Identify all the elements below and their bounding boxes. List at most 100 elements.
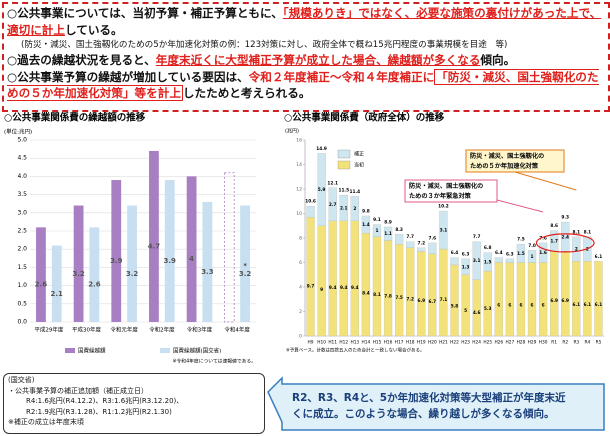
segment-label: 8.1 [373, 292, 381, 298]
bar-segment [361, 232, 371, 337]
bar-segment [461, 274, 470, 337]
total-label: 6.4 [451, 250, 459, 256]
y-tick-label: 0 [299, 334, 302, 340]
x-tick-label: H21 [439, 340, 448, 346]
bar-segment [383, 226, 393, 241]
total-label: 7.5 [517, 237, 525, 243]
total-label: 11.5 [338, 188, 349, 194]
highlight: 「規模ありき」ではなく、必要な施策の裏付けがあった上で、適切に計上 [7, 6, 602, 37]
bar-segment [372, 236, 382, 337]
bar-segment [527, 250, 537, 263]
bar-segment [505, 258, 515, 263]
x-tick-label: H25 [483, 340, 492, 346]
segment-label: 5.9 [318, 187, 326, 193]
bar-segment [538, 262, 548, 337]
annotation: 防災・減災、国土強靱化の [470, 152, 544, 160]
mark-annotation: * [243, 262, 247, 270]
segment-label: 6 [519, 303, 522, 309]
note: (防災・減災、国土強靱化のための5か年加速化対策の例：123対策に対し、政府全体… [21, 40, 508, 50]
bar-segment [483, 252, 492, 272]
bar-segment [572, 236, 581, 262]
annotation: 防災・減災、国土強靱化の [409, 182, 483, 190]
segment-label: 6.9 [550, 298, 558, 304]
bar-segment [394, 234, 404, 245]
segment-label: 1.7 [550, 239, 558, 245]
legend-swatch [337, 160, 351, 170]
value-label: 3.2 [239, 270, 252, 278]
total-label: 6.4 [495, 250, 503, 256]
box-line: R4:1.6兆円(R4.12.2)、R3:1.6兆円(R3.12.20)、 [26, 397, 184, 405]
segment-label: 2.1 [340, 205, 348, 211]
highlight-ring [535, 233, 595, 253]
x-tick-label: H12 [339, 340, 348, 346]
segment-label: 1.1 [384, 231, 392, 237]
x-tick-label: R5 [596, 340, 602, 346]
segment-label: 7.1 [440, 297, 448, 303]
legend-swatch [65, 348, 75, 353]
x-tick-label: H11 [328, 340, 337, 346]
y-tick-label: 4.0 [17, 173, 27, 180]
total-label: 7.2 [417, 240, 425, 246]
callout-text: R2、R3、R4と、5か年加速化対策等大型補正が年度末近 [292, 391, 566, 404]
total-label: 8.3 [395, 227, 403, 233]
bar-segment [372, 224, 382, 237]
segment-label: 6.9 [561, 298, 569, 304]
chart-title: ○公共事業関係費の繰越額の推移 [4, 112, 146, 124]
x-tick-label: H9 [308, 340, 314, 346]
bullet: ○公共事業については、当初予算・補正予算ともに、「規模ありき」ではなく、必要な施… [7, 5, 605, 38]
segment-label: 5.8 [451, 304, 459, 310]
bar-segment [550, 251, 559, 337]
bar-segment [317, 225, 326, 337]
bar [51, 245, 62, 322]
segment-label: 6.9 [417, 298, 425, 304]
segment-label: 6.1 [584, 302, 592, 308]
value-label: 3.3 [201, 268, 214, 276]
x-tick-label: H23 [461, 340, 470, 346]
chart-note: ※令和4年度については速報値である。 [172, 358, 256, 365]
y-tick-label: 4 [299, 285, 302, 291]
total-label: 9.3 [561, 215, 569, 221]
segment-label: 6 [508, 303, 511, 309]
segment-label: 2 [353, 206, 356, 212]
total-label: 7.6 [429, 235, 437, 241]
bar-segment [350, 220, 359, 337]
total-label: 7.6 [539, 235, 547, 241]
segment-label: 2 [575, 247, 578, 253]
total-label: 7.0 [528, 243, 536, 249]
y-tick-label: 1.0 [17, 282, 27, 289]
x-tick-label: R4 [585, 340, 591, 346]
x-tick-label: R2 [562, 340, 568, 346]
bar [202, 201, 213, 322]
bar-segment [317, 153, 326, 226]
value-label: 3.9 [110, 257, 123, 265]
bar-segment [472, 279, 481, 337]
x-tick-label: R1 [551, 340, 557, 346]
y-tick-label: 1.5 [17, 264, 27, 271]
x-tick-label: 令和元年度 [110, 326, 138, 334]
annotation: ための５か年加速化対策 [470, 162, 539, 170]
bar-segment [306, 217, 315, 337]
bar-segment [417, 251, 426, 337]
total-label: 8.9 [384, 219, 392, 225]
x-tick-label: H10 [317, 340, 326, 346]
legend-label: 当初 [354, 162, 364, 169]
text: ○過去の繰越状況を見ると、 [7, 53, 156, 67]
bar-segment [328, 187, 337, 221]
bar-segment [527, 262, 537, 337]
x-tick-label: H28 [517, 340, 526, 346]
value-label: 2.1 [51, 290, 64, 298]
y-tick-label: 14 [296, 162, 302, 168]
annotation-box [404, 179, 498, 203]
total-label: 6.1 [595, 254, 603, 260]
bar-segment [516, 243, 526, 263]
text: ○公共事業については、当初予算・補正予算ともに、 [7, 6, 283, 20]
total-label: 9.8 [362, 208, 370, 214]
segment-label: 7.8 [384, 293, 392, 299]
y-tick-label: 2 [299, 309, 302, 315]
text: 傾向。 [480, 53, 516, 67]
bar-segment [328, 220, 337, 337]
y-tick-label: 3.5 [17, 191, 27, 198]
box-item: ・公共事業予算の補正追加額（補正成立日） [8, 386, 148, 395]
bar-segment [350, 196, 359, 222]
